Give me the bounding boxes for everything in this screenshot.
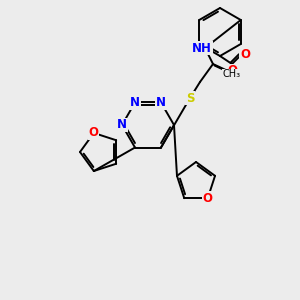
Text: NH: NH: [192, 41, 212, 55]
Text: N: N: [117, 118, 127, 131]
Text: N: N: [156, 96, 166, 109]
Text: O: O: [227, 64, 237, 77]
Text: O: O: [240, 47, 250, 61]
Text: S: S: [186, 92, 194, 104]
Text: CH₃: CH₃: [223, 69, 241, 79]
Text: O: O: [203, 192, 213, 205]
Text: O: O: [89, 127, 99, 140]
Text: N: N: [130, 96, 140, 109]
